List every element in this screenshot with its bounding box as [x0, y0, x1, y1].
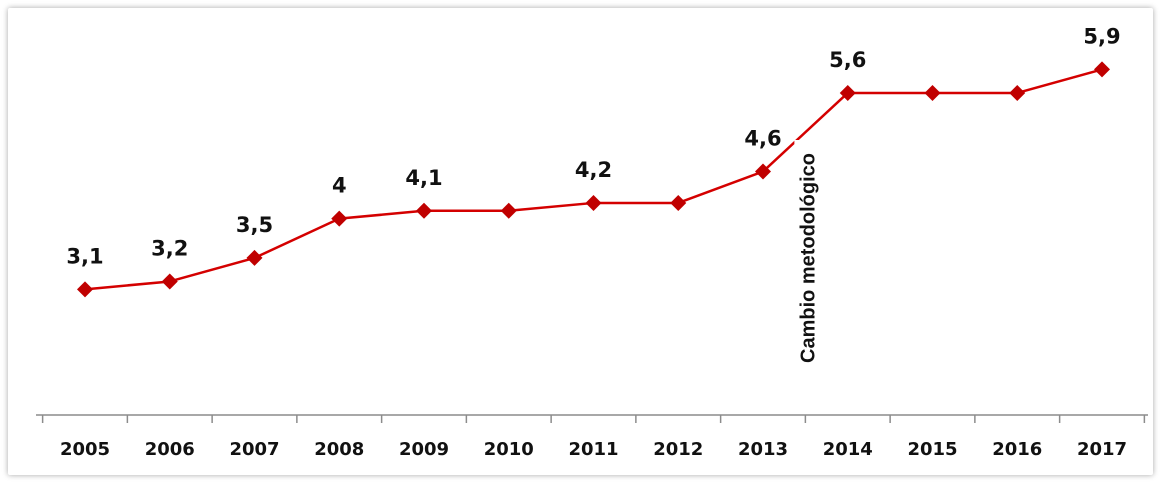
data-point-2010 [500, 202, 517, 219]
x-tick-label-2015: 2015 [907, 439, 957, 460]
x-tick-label-2006: 2006 [145, 439, 195, 460]
x-tick-label-2013: 2013 [738, 439, 788, 460]
data-point-2012 [670, 194, 687, 211]
data-point-2005 [77, 281, 93, 298]
x-tick-label-2016: 2016 [992, 439, 1042, 460]
x-tick-label-2011: 2011 [568, 439, 618, 460]
data-label-2006: 3,2 [151, 236, 188, 260]
data-label-2011: 4,2 [575, 158, 612, 182]
annotation-background [794, 140, 823, 390]
data-label-2009: 4,1 [405, 166, 442, 190]
x-tick-label-2009: 2009 [399, 439, 449, 460]
data-point-2016 [1009, 84, 1026, 101]
data-point-2014 [839, 84, 856, 101]
data-point-2017 [1094, 61, 1110, 78]
x-tick-label-2007: 2007 [229, 439, 279, 460]
x-tick-label-2012: 2012 [653, 439, 703, 460]
x-tick-label-2005: 2005 [60, 439, 110, 460]
chart-frame: 2005 2006 2007 2008 2009 2010 2011 2012 2013 2014… [8, 8, 1153, 475]
x-tick-label-2010: 2010 [484, 439, 534, 460]
data-label-2005: 3,1 [66, 244, 103, 268]
data-point-2006 [161, 273, 178, 290]
methodology-change-annotation: Cambio metodológico [797, 153, 819, 363]
data-point-2007 [246, 249, 263, 266]
data-label-2014: 5,6 [829, 48, 866, 72]
data-label-2007: 3,5 [236, 213, 273, 237]
data-label-2017: 5,9 [1083, 24, 1120, 48]
data-label-2008: 4 [332, 174, 347, 198]
x-tick-label-2017: 2017 [1077, 439, 1127, 460]
x-tick-label-2014: 2014 [823, 439, 873, 460]
data-point-2008 [331, 210, 348, 227]
data-point-2013 [755, 163, 771, 180]
x-tick-label-2008: 2008 [314, 439, 364, 460]
data-point-2009 [416, 202, 432, 219]
line-chart: 2005 2006 2007 2008 2009 2010 2011 2012 2013 2014… [36, 24, 1148, 460]
data-label-2013: 4,6 [744, 127, 781, 151]
data-point-2011 [585, 194, 602, 211]
data-point-2015 [924, 84, 941, 101]
